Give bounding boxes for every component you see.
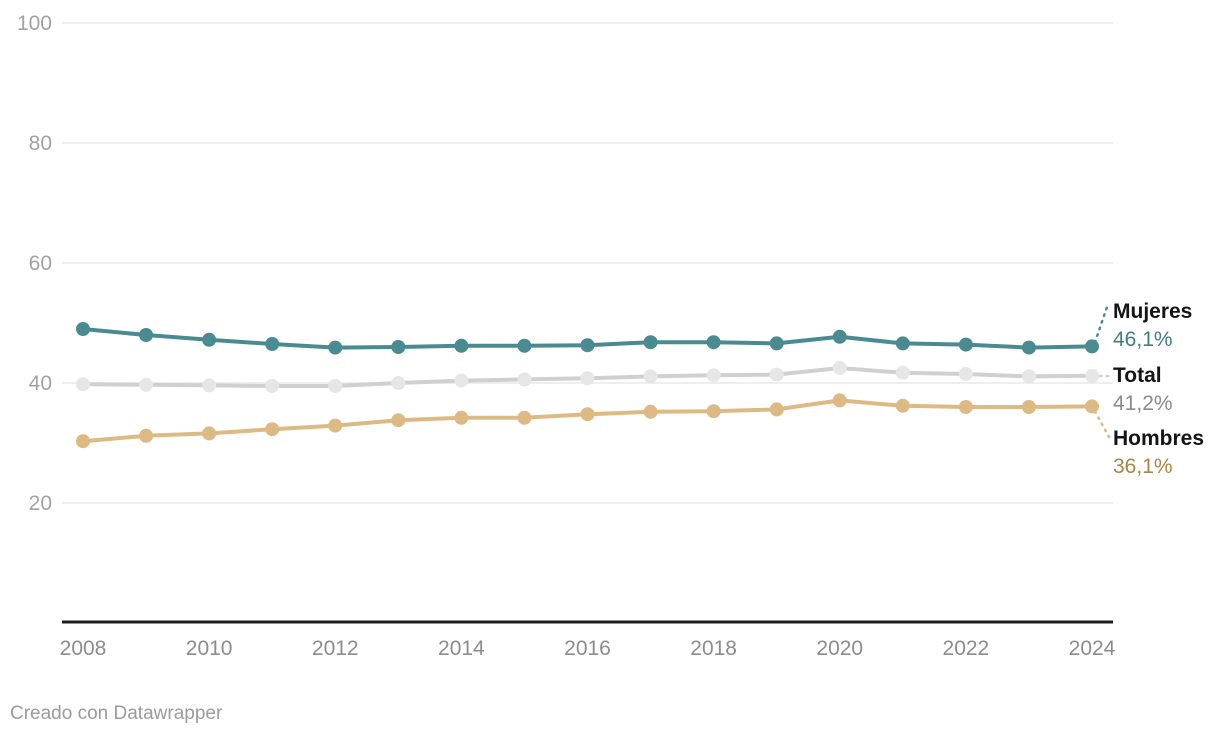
data-point-total[interactable] — [517, 372, 532, 387]
y-tick-label: 80 — [29, 132, 52, 155]
series-name-hombres: Hombres — [1113, 427, 1205, 450]
y-tick-label: 40 — [29, 372, 52, 395]
x-tick-label: 2014 — [438, 637, 485, 660]
series-label-hombres: Hombres 36,1% — [1113, 425, 1218, 481]
data-point-mujeres[interactable] — [391, 340, 406, 354]
x-tick-label: 2022 — [943, 637, 990, 660]
data-point-hombres[interactable] — [580, 407, 595, 422]
data-point-total[interactable] — [76, 377, 90, 392]
data-point-hombres[interactable] — [643, 404, 658, 419]
data-point-total[interactable] — [391, 376, 406, 390]
data-point-total[interactable] — [643, 369, 658, 384]
data-point-total[interactable] — [1085, 368, 1099, 383]
series-label-mujeres: Mujeres 46,1% — [1113, 298, 1218, 354]
data-point-hombres[interactable] — [1021, 400, 1036, 414]
series-name-total: Total — [1113, 364, 1162, 387]
data-point-total[interactable] — [328, 379, 343, 393]
x-tick-label: 2016 — [564, 637, 611, 660]
data-point-hombres[interactable] — [769, 402, 784, 417]
data-point-total[interactable] — [895, 365, 910, 380]
data-point-mujeres[interactable] — [580, 338, 595, 353]
data-point-hombres[interactable] — [517, 410, 532, 425]
datawrapper-credit-link[interactable]: Creado con Datawrapper — [10, 703, 223, 724]
data-point-hombres[interactable] — [139, 428, 154, 443]
x-tick-label: 2008 — [60, 637, 107, 660]
data-point-total[interactable] — [832, 361, 847, 375]
series-name-mujeres: Mujeres — [1113, 300, 1193, 323]
data-point-total[interactable] — [202, 378, 217, 393]
data-point-mujeres[interactable] — [328, 340, 343, 355]
data-point-mujeres[interactable] — [1021, 340, 1036, 355]
data-point-mujeres[interactable] — [454, 338, 469, 353]
data-point-mujeres[interactable] — [769, 336, 784, 351]
data-point-total[interactable] — [769, 367, 784, 382]
series-value-mujeres: 46,1% — [1113, 328, 1173, 351]
data-point-mujeres[interactable] — [202, 332, 217, 347]
data-point-mujeres[interactable] — [265, 337, 280, 351]
data-point-mujeres[interactable] — [643, 335, 658, 350]
data-point-mujeres[interactable] — [958, 337, 973, 352]
data-point-mujeres[interactable] — [895, 336, 910, 351]
data-point-total[interactable] — [1021, 369, 1036, 384]
series-value-hombres: 36,1% — [1113, 455, 1173, 478]
x-tick-label: 2020 — [816, 637, 863, 660]
y-tick-label: 20 — [29, 492, 52, 515]
data-point-mujeres[interactable] — [517, 338, 532, 353]
data-point-hombres[interactable] — [265, 422, 280, 437]
data-point-hombres[interactable] — [328, 418, 343, 433]
x-tick-label: 2010 — [186, 637, 233, 660]
data-point-total[interactable] — [706, 368, 721, 383]
series-value-total: 41,2% — [1113, 392, 1173, 415]
data-point-mujeres[interactable] — [76, 322, 90, 336]
data-point-mujeres[interactable] — [706, 335, 721, 350]
y-tick-label: 60 — [29, 252, 52, 275]
data-point-total[interactable] — [139, 377, 154, 392]
data-point-hombres[interactable] — [958, 400, 973, 414]
data-point-total[interactable] — [580, 371, 595, 386]
data-point-hombres[interactable] — [1085, 399, 1099, 414]
data-point-hombres[interactable] — [391, 413, 406, 428]
data-point-mujeres[interactable] — [832, 329, 847, 344]
data-point-total[interactable] — [454, 373, 469, 388]
data-point-hombres[interactable] — [832, 393, 847, 408]
x-tick-label: 2024 — [1069, 637, 1116, 660]
data-point-total[interactable] — [958, 367, 973, 381]
data-point-hombres[interactable] — [895, 398, 910, 413]
y-tick-label: 100 — [17, 12, 52, 35]
end-label-connector — [1093, 302, 1110, 344]
x-tick-label: 2012 — [312, 637, 359, 660]
data-point-hombres[interactable] — [202, 426, 217, 441]
end-label-connector — [1093, 410, 1111, 439]
data-point-total[interactable] — [265, 379, 280, 393]
data-point-mujeres[interactable] — [139, 328, 154, 342]
series-label-total: Total 41,2% — [1113, 362, 1218, 418]
x-tick-label: 2018 — [690, 637, 737, 660]
data-point-hombres[interactable] — [76, 434, 90, 449]
data-point-hombres[interactable] — [454, 410, 469, 425]
data-point-mujeres[interactable] — [1085, 339, 1099, 354]
data-point-hombres[interactable] — [706, 404, 721, 419]
